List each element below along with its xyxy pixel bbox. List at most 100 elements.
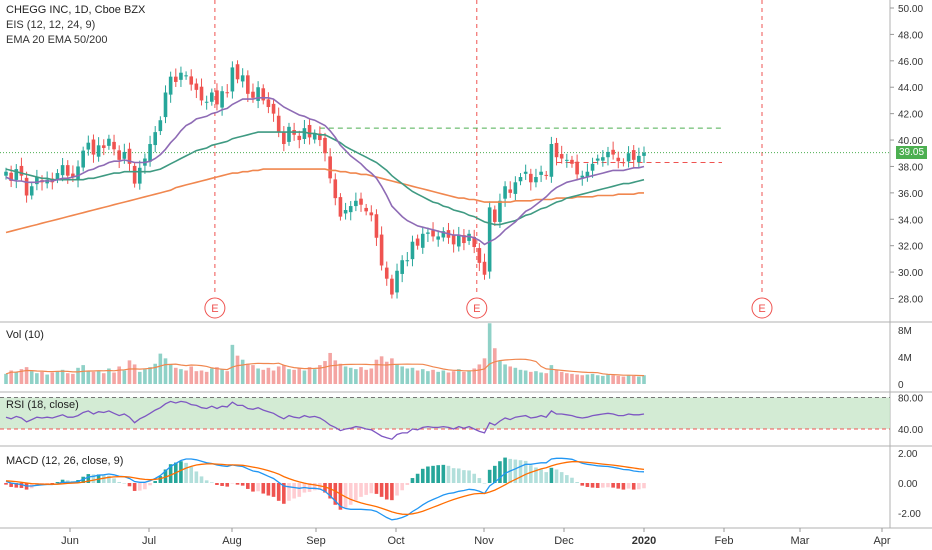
- volume-bar: [50, 372, 55, 384]
- candle-body: [276, 115, 281, 133]
- candle-body: [71, 173, 75, 178]
- rsi-tick-label: 40.00: [898, 425, 923, 436]
- volume-bar: [230, 344, 235, 384]
- time-tick-label: Nov: [474, 535, 494, 547]
- candle-body: [184, 75, 188, 77]
- macd-histogram-bar: [246, 483, 250, 489]
- volume-bar: [426, 371, 430, 384]
- macd-tick-label: 0.00: [898, 479, 918, 490]
- macd-histogram-bar: [585, 483, 590, 487]
- macd-histogram-bar: [91, 474, 96, 483]
- volume-bar: [529, 371, 533, 384]
- time-tick-label: Jun: [61, 535, 79, 547]
- volume-bar: [601, 375, 605, 384]
- macd-pane-label: MACD (12, 26, close, 9): [6, 455, 124, 467]
- macd-histogram-bar: [204, 480, 209, 483]
- volume-bar: [184, 370, 188, 384]
- volume-bar: [611, 375, 615, 384]
- candle-body: [554, 142, 559, 158]
- volume-bar: [168, 364, 173, 384]
- candle-body: [487, 207, 492, 272]
- macd-histogram-bar: [45, 483, 49, 484]
- volume-bar: [395, 364, 399, 384]
- macd-histogram-bar: [590, 483, 595, 488]
- volume-bar: [143, 369, 147, 384]
- earnings-marker: [751, 297, 773, 319]
- macd-histogram-bar: [132, 483, 137, 491]
- volume-bar: [436, 371, 440, 384]
- candle-body: [467, 233, 471, 241]
- candle-body: [621, 162, 626, 164]
- volume-bar: [71, 373, 75, 384]
- earnings-marker: [466, 297, 488, 319]
- candle-body: [210, 92, 214, 102]
- volume-bar: [132, 364, 137, 384]
- indicator-ema-label: EMA 20 EMA 50/200: [6, 34, 108, 46]
- volume-bar: [420, 369, 425, 384]
- macd-histogram-bar: [266, 483, 271, 496]
- candle-body: [220, 91, 224, 108]
- macd-histogram-bar: [256, 483, 260, 492]
- volume-bar: [312, 369, 317, 384]
- volume-bar: [225, 371, 230, 384]
- candle-body: [611, 149, 615, 155]
- macd-histogram-bar: [405, 483, 410, 485]
- volume-bar: [554, 369, 559, 384]
- volume-bar: [431, 369, 435, 384]
- volume-bar: [261, 369, 266, 384]
- macd-histogram-bar: [601, 483, 605, 488]
- volume-bar: [271, 370, 276, 384]
- macd-histogram-bar: [101, 475, 106, 483]
- volume-bar: [60, 369, 65, 384]
- candle-body: [431, 230, 435, 237]
- candle-body: [379, 234, 384, 266]
- candle-body: [333, 179, 338, 199]
- volume-bar: [302, 370, 307, 384]
- macd-histogram-bar: [369, 483, 374, 494]
- macd-histogram-bar: [498, 461, 502, 483]
- macd-histogram-bar: [220, 483, 224, 486]
- candle-body: [482, 261, 487, 275]
- macd-histogram-bar: [179, 461, 183, 483]
- volume-bar: [297, 368, 302, 384]
- indicator-eis-label: EIS (12, 12, 24, 9): [6, 19, 96, 31]
- candle-body: [637, 155, 641, 162]
- macd-histogram-bar: [153, 481, 158, 483]
- volume-bar: [240, 359, 245, 384]
- candle-body: [307, 124, 312, 138]
- volume-bar: [292, 369, 296, 384]
- volume-bar: [595, 375, 600, 384]
- price-tick-label: 44.00: [898, 83, 923, 94]
- macd-histogram-bar: [210, 482, 214, 483]
- macd-histogram-bar: [60, 479, 65, 483]
- candle-body: [503, 186, 507, 199]
- macd-histogram-bar: [642, 483, 646, 489]
- macd-histogram-bar: [323, 483, 327, 493]
- volume-bar: [508, 366, 513, 384]
- macd-histogram-bar: [518, 460, 523, 483]
- volume-bar: [503, 364, 507, 384]
- candle-body: [492, 209, 497, 222]
- macd-histogram-bar: [251, 483, 255, 492]
- candle-body: [302, 128, 307, 139]
- macd-histogram-bar: [400, 483, 404, 491]
- volume-bar: [137, 371, 142, 384]
- candle-body: [266, 99, 271, 108]
- volume-bar: [4, 373, 8, 384]
- volume-bar: [45, 374, 49, 384]
- rsi-line: [5, 400, 645, 440]
- volume-bar: [163, 358, 168, 384]
- candle-body: [513, 182, 518, 194]
- candle-body: [107, 138, 111, 146]
- candle-body: [590, 163, 595, 171]
- candle-body: [256, 87, 260, 101]
- macd-histogram-bar: [4, 483, 8, 485]
- candle-body: [601, 157, 605, 161]
- macd-histogram-bar: [86, 474, 91, 483]
- rsi-pane-label: RSI (18, close): [6, 399, 79, 411]
- macd-histogram-bar: [163, 469, 168, 483]
- macd-histogram-bar: [544, 472, 549, 483]
- candle-body: [251, 91, 255, 98]
- macd-histogram-bar: [199, 476, 204, 483]
